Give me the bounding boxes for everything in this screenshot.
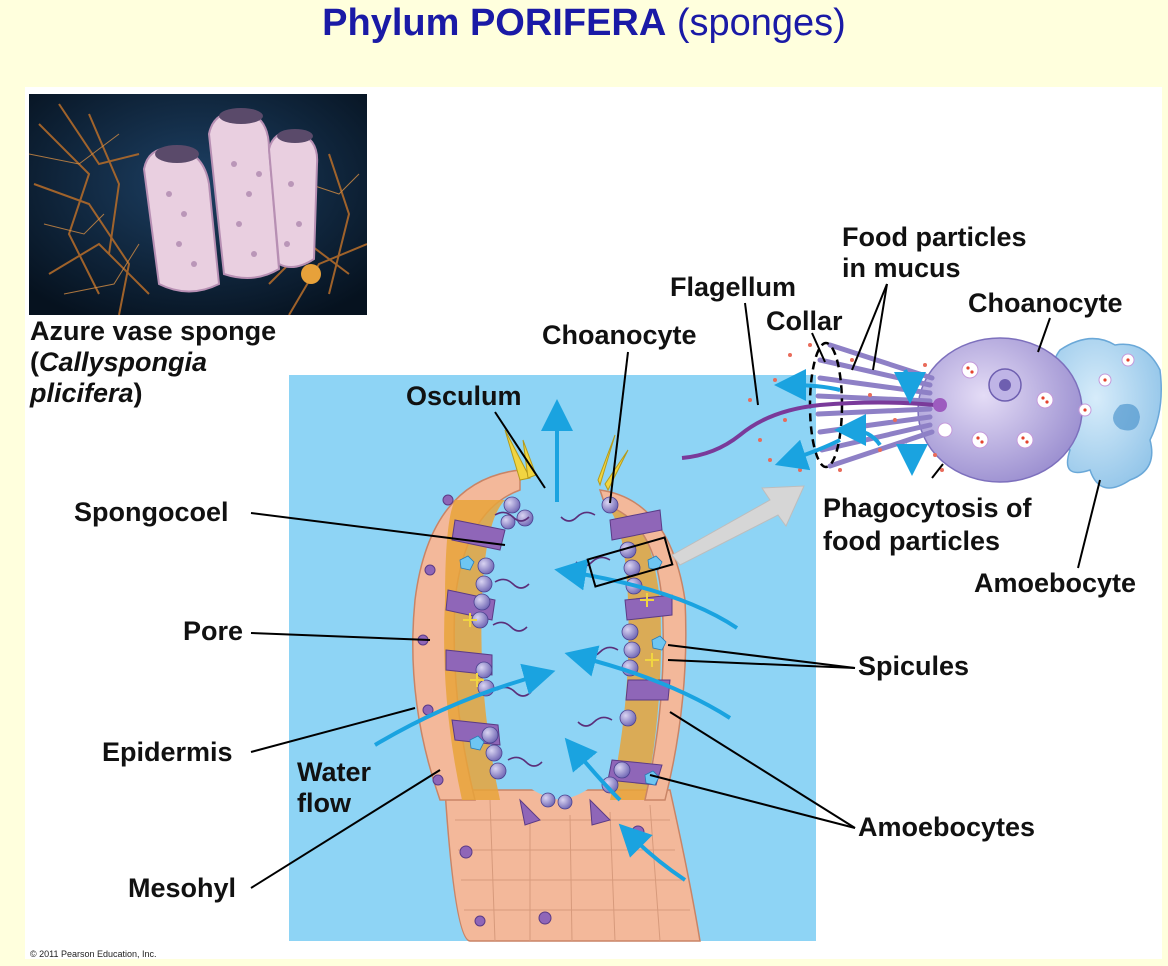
water-flow-line-2: flow <box>297 788 351 818</box>
label-choanocyte-detail: Choanocyte <box>968 288 1123 318</box>
label-water-flow: Water flow <box>297 757 371 819</box>
page-title: Phylum PORIFERA (sponges) <box>0 2 1168 45</box>
caption-genus: Callyspongia <box>39 347 208 377</box>
label-mesohyl: Mesohyl <box>128 873 237 903</box>
label-amoebocyte: Amoebocyte <box>974 568 1137 598</box>
flagellum-detail <box>681 400 936 460</box>
caption-close-paren: ) <box>133 378 143 408</box>
label-epidermis: Epidermis <box>102 737 233 767</box>
label-choanocyte-center: Choanocyte <box>542 320 697 350</box>
water-flow-arrows <box>373 399 739 882</box>
label-amoebocytes: Amoebocytes <box>858 812 1036 842</box>
label-phagocytosis: Phagocytosis of food particles <box>823 492 1032 558</box>
caption-line-1: Azure vase sponge <box>30 316 277 346</box>
caption-line-3: plicifera) <box>30 378 276 409</box>
label-spongocoel: Spongocoel <box>74 497 229 527</box>
label-collar: Collar <box>766 306 843 336</box>
label-spicules: Spicules <box>858 651 970 681</box>
magnify-arrow <box>671 485 805 566</box>
water-flow-line-1: Water <box>297 757 372 787</box>
caption-line-2: (Callyspongia <box>30 347 276 378</box>
label-food-particles: Food particles in mucus <box>842 222 1027 284</box>
collar-flow-arrows <box>774 369 928 476</box>
label-osculum: Osculum <box>406 381 522 411</box>
caption-open-paren: ( <box>30 347 39 377</box>
photo-caption: Azure vase sponge (Callyspongia plicifer… <box>30 316 276 409</box>
spongocoel-cavity <box>487 500 627 800</box>
phagocytosis-line-1: Phagocytosis of <box>823 493 1032 523</box>
spicule-stars <box>463 593 659 687</box>
choanocyte-balls <box>471 496 643 810</box>
detail-box <box>586 536 674 588</box>
leader-lines <box>250 283 1101 889</box>
phagocytosis-line-2: food particles <box>823 526 1001 556</box>
mesohyl-amoebocytes <box>459 555 667 786</box>
title-bold: Phylum PORIFERA <box>322 2 667 44</box>
label-flagellum: Flagellum <box>670 272 797 302</box>
vacuole-dots <box>966 358 1130 444</box>
title-rest: (sponges) <box>666 2 846 44</box>
flagella <box>492 511 619 767</box>
amoebocyte-nucleus <box>1113 403 1140 431</box>
food-vacuoles <box>937 353 1135 449</box>
caption-species: plicifera <box>30 378 134 408</box>
base-cell-pattern <box>455 799 690 942</box>
copyright-notice: © 2011 Pearson Education, Inc. <box>30 949 157 959</box>
food-particles-line-2: in mucus <box>842 253 961 283</box>
label-pore: Pore <box>183 616 244 646</box>
sponge-photo <box>29 94 367 315</box>
food-particles-line-1: Food particles <box>842 222 1027 252</box>
